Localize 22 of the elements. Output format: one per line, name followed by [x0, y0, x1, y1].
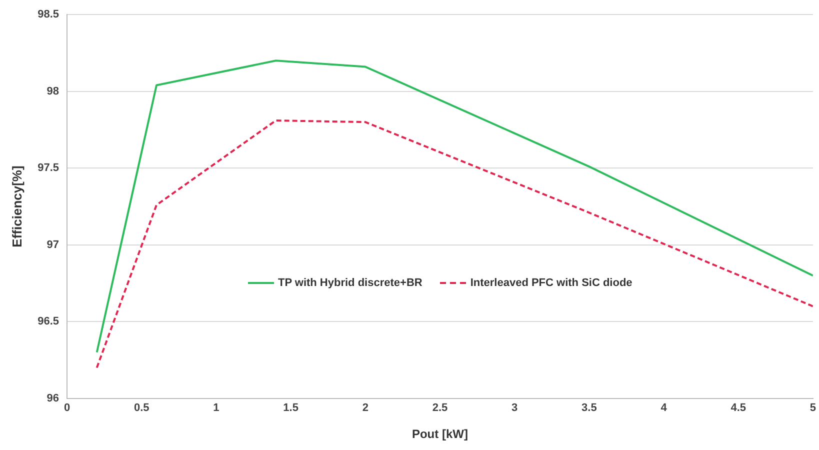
x-tick-label: 4.5	[730, 402, 746, 414]
x-tick-label: 0.5	[134, 402, 150, 414]
y-tick-label: 97.5	[38, 162, 60, 174]
y-tick-label: 96.5	[38, 316, 60, 328]
x-tick-label: 0	[64, 402, 70, 414]
x-tick-label: 2	[362, 402, 368, 414]
y-axis-title: Efficiency[%]	[9, 166, 24, 248]
x-tick-label: 1.5	[283, 402, 298, 414]
y-tick-label: 96	[46, 392, 60, 404]
x-tick-label: 5	[810, 402, 816, 414]
x-tick-label: 2.5	[432, 402, 448, 414]
x-tick-label: 4	[660, 402, 668, 414]
x-axis-title: Pout [kW]	[412, 427, 468, 442]
y-tick-label: 98	[46, 85, 60, 98]
y-tick-label: 97	[46, 238, 60, 251]
line-series	[96, 120, 813, 369]
x-tick-label: 1	[213, 402, 220, 414]
x-tick-label: 3.5	[582, 402, 597, 414]
y-tick-label: 98.5	[38, 8, 60, 21]
x-tick-label: 3	[512, 402, 518, 414]
legend-label: Interleaved PFC with SiC diode	[470, 277, 632, 290]
legend-label: TP with Hybrid discrete+BR	[278, 277, 422, 290]
